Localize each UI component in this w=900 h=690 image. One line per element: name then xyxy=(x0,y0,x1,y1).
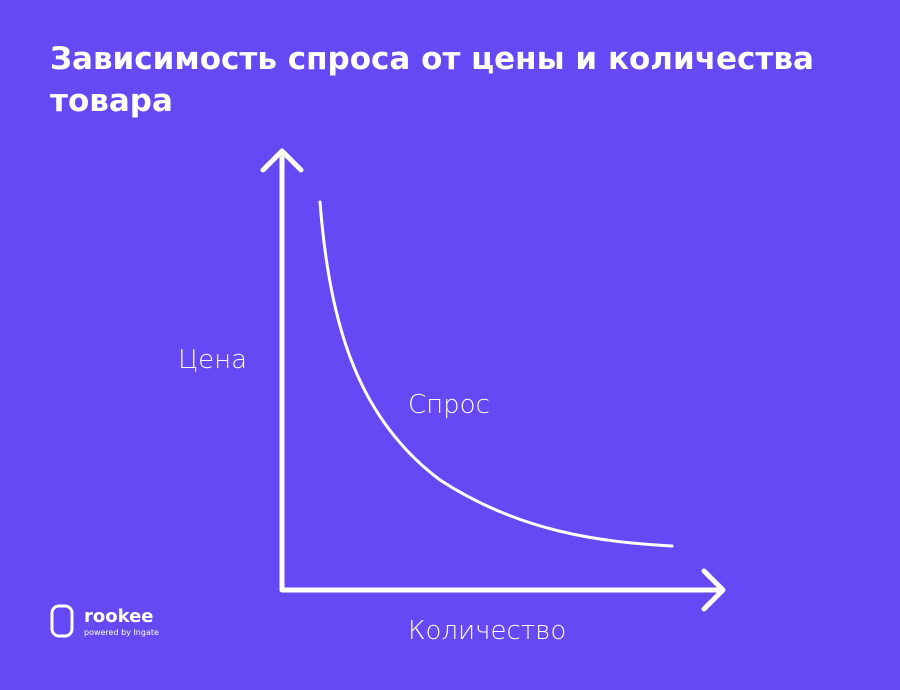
x-axis-label: Количество xyxy=(408,616,567,646)
logo-icon xyxy=(50,604,74,638)
curve-label: Спрос xyxy=(408,390,490,420)
logo-name: rookee xyxy=(84,606,154,627)
demand-curve xyxy=(318,200,674,548)
y-axis-label: Цена xyxy=(178,345,248,375)
y-axis-arrow xyxy=(260,148,304,173)
title: Зависимость спроса от цены и количества … xyxy=(50,41,814,119)
x-axis-arrow xyxy=(701,568,726,612)
logo-tagline: powered by Ingate xyxy=(84,628,159,637)
